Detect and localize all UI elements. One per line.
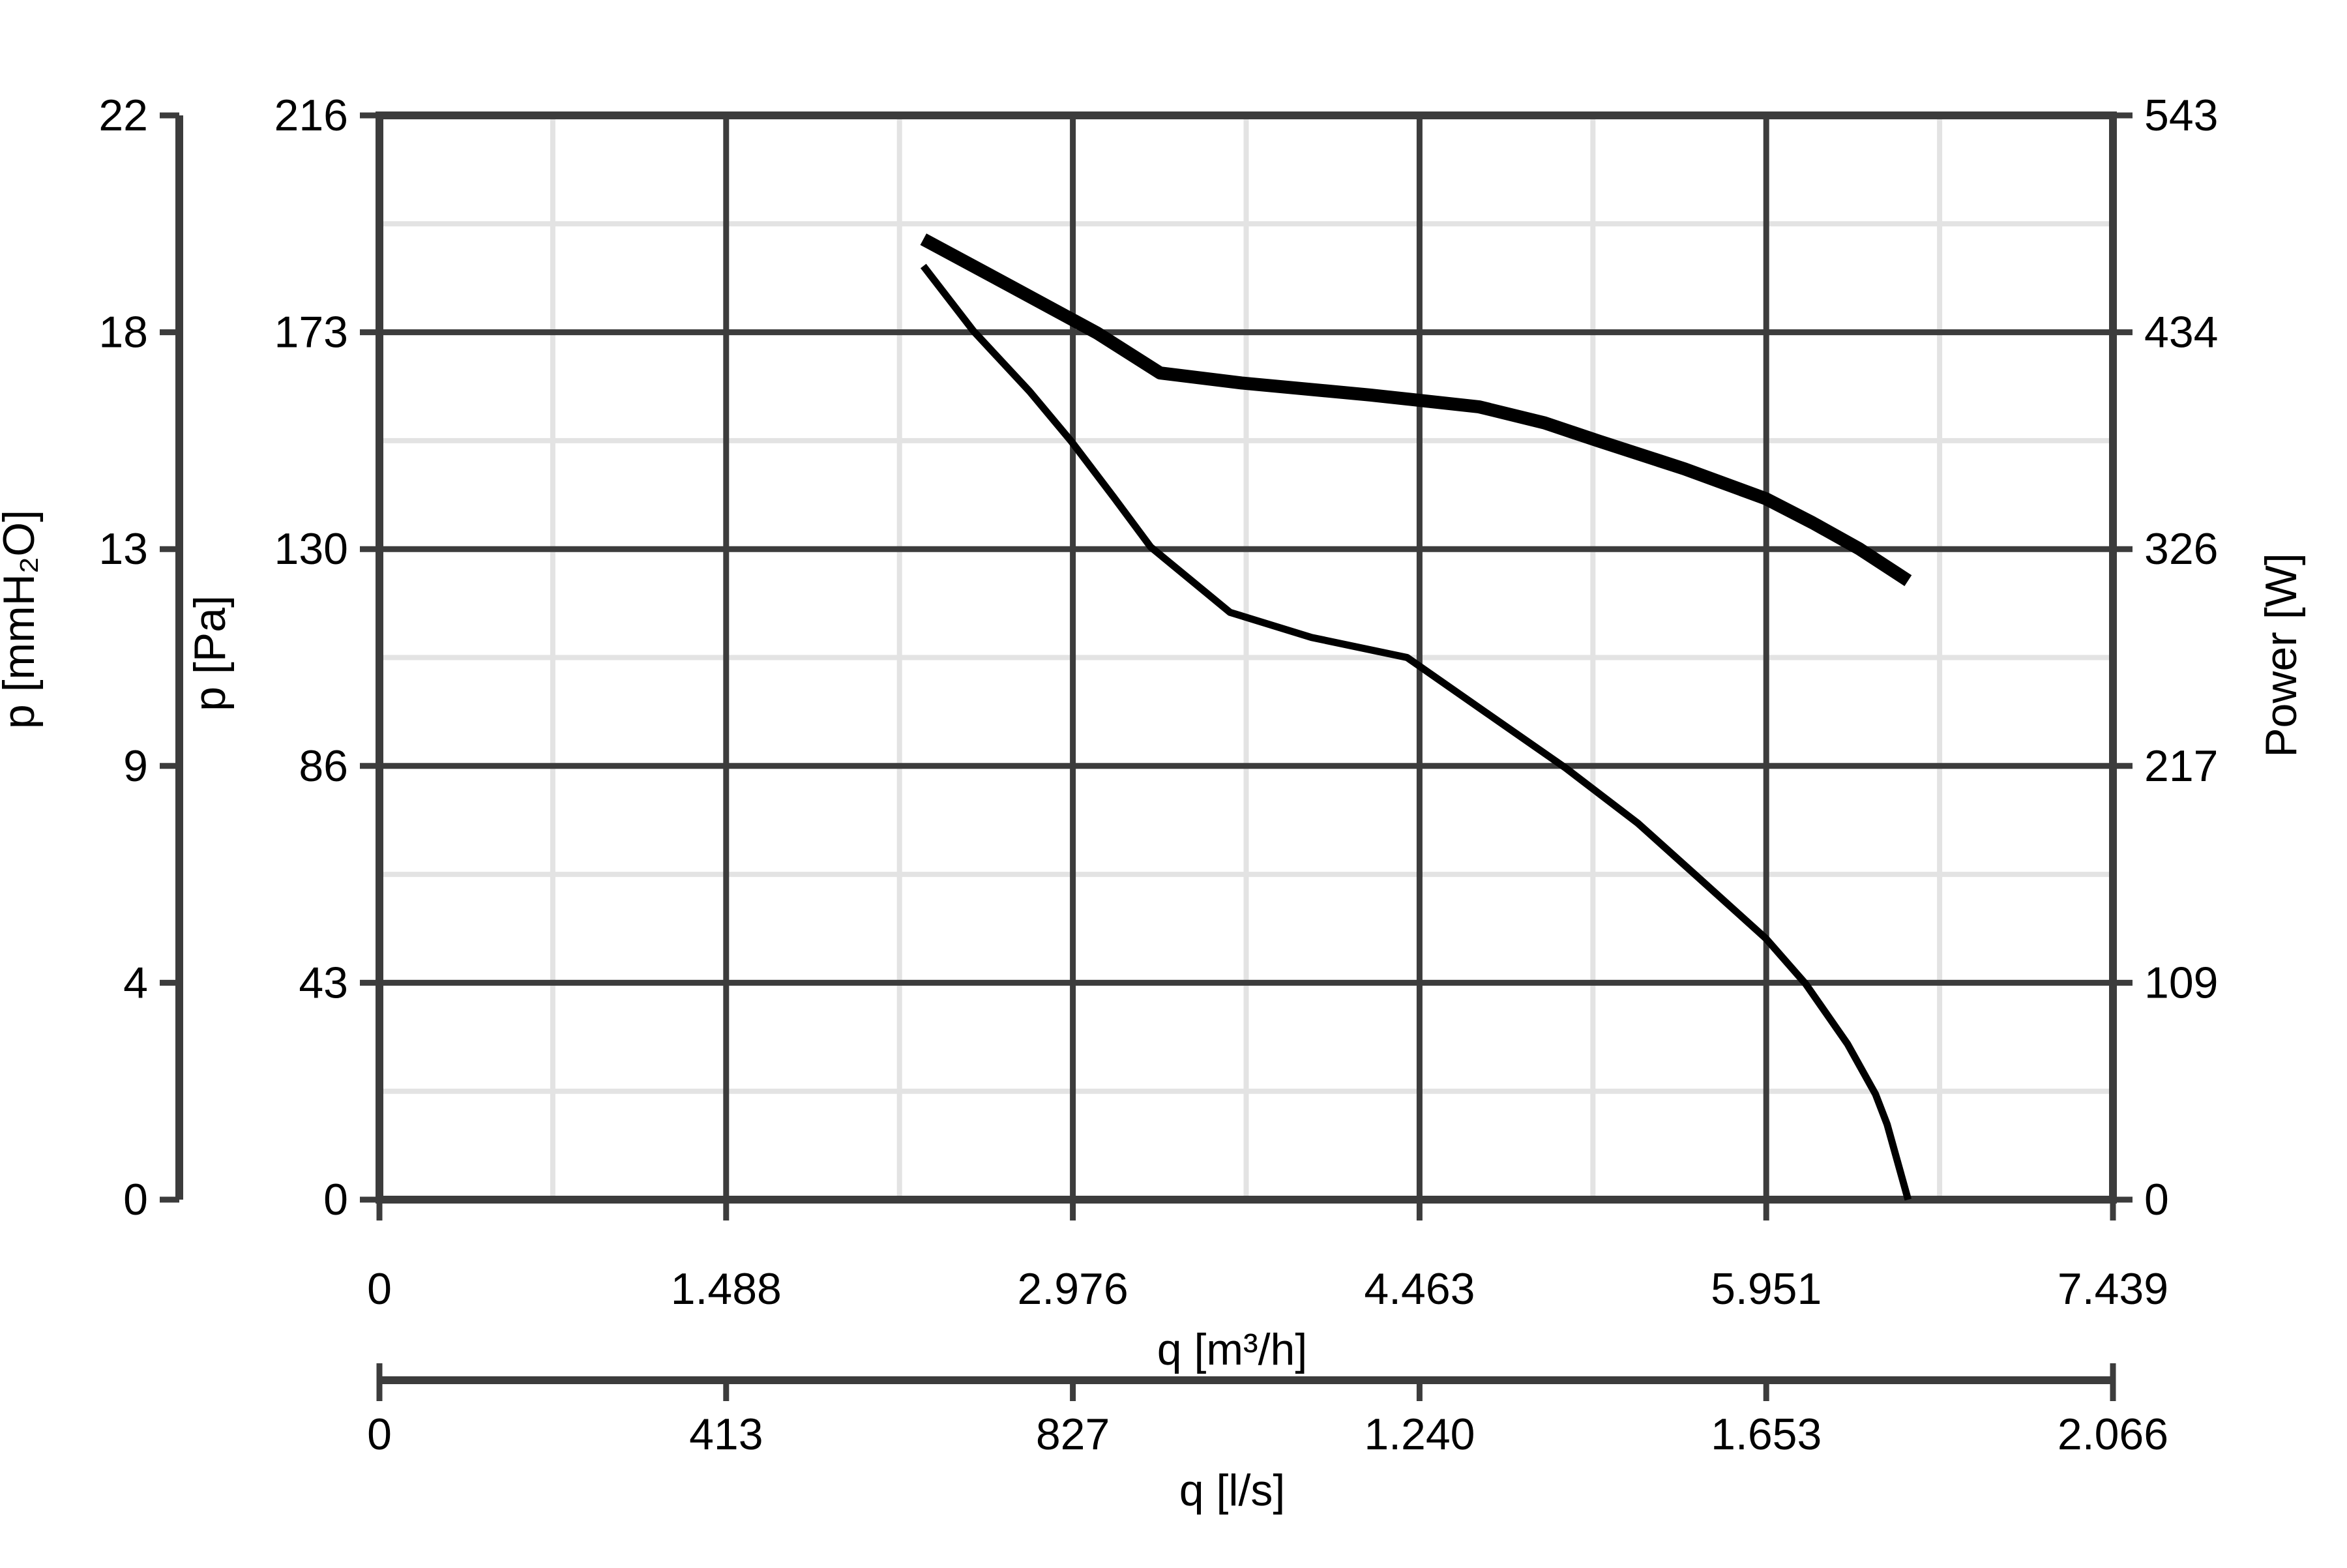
tick-label-power: 434 <box>2144 308 2218 357</box>
tick-label-m3h: 0 <box>367 1264 392 1314</box>
x-axis-title-ls: q [l/s] <box>1179 1466 1286 1515</box>
y-axis-title-power: Power [W] <box>2256 553 2306 758</box>
tick-label-mmh2o: 18 <box>98 308 148 357</box>
axis-pressure-mmh2o: 22 18 13 9 4 0 <box>98 91 183 1224</box>
tick-label-m3h: 1.488 <box>671 1264 782 1314</box>
axis-flow-m3h: 0 1.488 2.976 4.463 5.951 7.439 <box>367 1200 2168 1314</box>
tick-label-m3h: 7.439 <box>2058 1264 2168 1314</box>
tick-label-pa: 0 <box>323 1175 348 1224</box>
tick-label-ls: 2.066 <box>2058 1410 2168 1459</box>
tick-label-power: 0 <box>2144 1175 2169 1224</box>
tick-label-ls: 0 <box>367 1410 392 1459</box>
tick-label-ls: 827 <box>1036 1410 1110 1459</box>
tick-label-ls: 413 <box>689 1410 763 1459</box>
tick-label-power: 543 <box>2144 91 2218 140</box>
tick-label-pa: 43 <box>299 958 348 1007</box>
x-axis-title-m3h: q [m³/h] <box>1157 1325 1308 1374</box>
tick-label-mmh2o: 9 <box>123 741 148 791</box>
curves <box>920 233 1912 1201</box>
tick-label-m3h: 2.976 <box>1018 1264 1129 1314</box>
axis-power-w: 543 434 326 217 109 0 <box>2113 91 2218 1224</box>
axis-pressure-pa: 216 173 130 86 43 0 <box>274 91 379 1224</box>
y-axis-title-mmh2o: p [mmH₂O] <box>0 510 44 729</box>
tick-label-mmh2o: 0 <box>123 1175 148 1224</box>
tick-label-pa: 173 <box>274 308 348 357</box>
y-axis-title-pa: p [Pa] <box>185 595 235 711</box>
tick-label-power: 109 <box>2144 958 2218 1007</box>
tick-label-ls: 1.240 <box>1364 1410 1475 1459</box>
tick-label-pa: 130 <box>274 524 348 574</box>
tick-label-power: 326 <box>2144 524 2218 574</box>
tick-label-pa: 216 <box>274 91 348 140</box>
tick-label-mmh2o: 4 <box>123 958 148 1007</box>
plot-border <box>376 111 2117 1204</box>
minor-gridlines <box>379 115 2113 1200</box>
pressure-curve <box>920 263 1912 1201</box>
tick-label-mmh2o: 22 <box>98 91 148 140</box>
tick-label-m3h: 5.951 <box>1711 1264 1822 1314</box>
axis-titles: p [mmH₂O] p [Pa] Power [W] q [m³/h] q [l… <box>0 510 2306 1515</box>
tick-label-mmh2o: 13 <box>98 524 148 574</box>
tick-label-m3h: 4.463 <box>1364 1264 1475 1314</box>
axis-flow-ls: 0 413 827 1.240 1.653 2.066 <box>367 1363 2168 1459</box>
plot-border-rect <box>376 111 2117 1204</box>
tick-label-pa: 86 <box>299 741 348 791</box>
major-gridlines <box>379 115 2113 1200</box>
tick-label-power: 217 <box>2144 741 2218 791</box>
power-curve <box>920 233 1912 586</box>
tick-label-ls: 1.653 <box>1711 1410 1822 1459</box>
